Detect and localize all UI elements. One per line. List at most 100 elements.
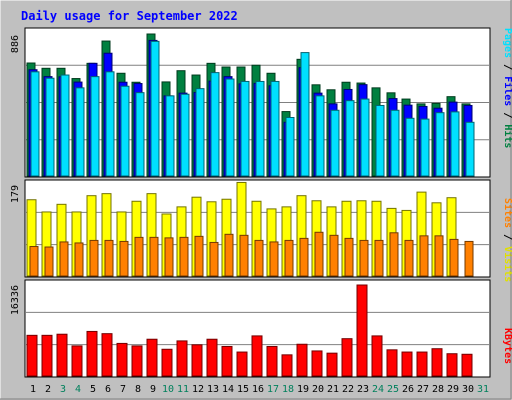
panel-3-legend: KBytes [502, 328, 512, 364]
chart-title: Daily usage for September 2022 [21, 9, 238, 23]
bar-kbytes-day-17 [266, 345, 278, 377]
bar-sites-day-25 [389, 232, 399, 277]
day-label-5: 5 [90, 384, 96, 395]
bar-pages-day-8 [135, 92, 145, 177]
bar-pages-day-22 [345, 100, 355, 177]
day-label-14: 14 [222, 384, 234, 395]
day-label-24: 24 [372, 384, 384, 395]
bar-sites-day-19 [299, 237, 309, 277]
bar-kbytes-day-22 [341, 338, 353, 377]
bar-sites-day-14 [224, 233, 234, 277]
bar-kbytes-day-27 [416, 351, 428, 377]
bar-sites-day-17 [269, 241, 279, 277]
day-label-23: 23 [357, 384, 369, 395]
bar-sites-day-28 [434, 235, 444, 277]
day-label-15: 15 [237, 384, 249, 395]
bar-sites-day-16 [254, 239, 264, 277]
day-label-3: 3 [60, 384, 66, 395]
bar-kbytes-day-7 [116, 342, 128, 377]
legend-sites: Sites [502, 198, 512, 228]
panel-1-ymax-label: 886 [10, 35, 21, 53]
bar-sites-day-20 [314, 231, 324, 277]
bar-sites-day-11 [179, 236, 189, 277]
bar-sites-day-8 [134, 236, 144, 277]
bar-pages-day-25 [390, 109, 400, 177]
panel-2-ymax-label: 179 [10, 185, 21, 203]
bar-pages-day-13 [210, 72, 220, 177]
bar-pages-day-1 [30, 71, 40, 177]
day-label-8: 8 [135, 384, 141, 395]
bar-kbytes-day-28 [431, 348, 443, 377]
bar-sites-day-18 [284, 239, 294, 277]
day-label-18: 18 [282, 384, 294, 395]
bar-sites-day-2 [44, 246, 54, 277]
day-label-16: 16 [252, 384, 264, 395]
bar-pages-day-19 [300, 52, 310, 177]
day-label-12: 12 [192, 384, 204, 395]
bar-kbytes-day-2 [41, 334, 53, 377]
day-label-31: 31 [477, 384, 489, 395]
bar-sites-day-23 [359, 239, 369, 277]
bar-kbytes-day-24 [371, 335, 383, 377]
day-label-6: 6 [105, 384, 111, 395]
panel-2-bars [26, 181, 474, 277]
day-label-20: 20 [312, 384, 324, 395]
day-label-28: 28 [432, 384, 444, 395]
bar-sites-day-27 [419, 235, 429, 277]
bar-kbytes-day-23 [356, 284, 368, 377]
panel-1-legend: Pages / Files / Hits [502, 28, 512, 148]
bar-pages-day-24 [375, 104, 385, 177]
bar-sites-day-10 [164, 237, 174, 277]
day-label-26: 26 [402, 384, 414, 395]
bar-pages-day-3 [60, 74, 70, 177]
bar-pages-day-23 [360, 98, 370, 177]
bar-sites-day-24 [374, 239, 384, 277]
bar-kbytes-day-19 [296, 343, 308, 377]
legend-separator-3: / [502, 234, 512, 246]
panel-1-bars [26, 33, 475, 177]
bar-sites-day-15 [239, 234, 249, 277]
legend-pages: Pages [502, 28, 512, 58]
bar-kbytes-day-6 [101, 333, 113, 377]
bar-pages-day-10 [165, 95, 175, 177]
bar-kbytes-day-15 [236, 351, 248, 377]
panel-2-legend: Sites / Visits [502, 198, 512, 282]
bar-pages-day-18 [285, 117, 295, 177]
bar-pages-day-21 [330, 109, 340, 177]
bar-kbytes-day-10 [161, 348, 173, 377]
bar-kbytes-day-30 [461, 353, 473, 377]
bar-sites-day-7 [119, 240, 129, 277]
bar-pages-day-30 [465, 121, 475, 177]
day-label-1: 1 [30, 384, 36, 395]
bar-sites-day-6 [104, 239, 114, 277]
bar-sites-day-13 [209, 241, 219, 277]
bar-kbytes-day-12 [191, 344, 203, 377]
bar-pages-day-11 [180, 93, 190, 177]
panel-3-ymax-label: 16336 [10, 285, 21, 315]
bar-pages-day-20 [315, 95, 325, 177]
bar-kbytes-day-18 [281, 354, 293, 377]
bar-kbytes-day-25 [386, 349, 398, 377]
legend-separator-1: / [502, 64, 512, 76]
bar-sites-day-3 [59, 241, 69, 277]
bar-pages-day-4 [75, 87, 85, 177]
day-label-2: 2 [45, 384, 51, 395]
bar-pages-day-16 [255, 80, 265, 177]
bar-sites-day-22 [344, 237, 354, 277]
bar-sites-day-9 [149, 236, 159, 277]
bar-pages-day-6 [105, 71, 115, 177]
day-label-11: 11 [177, 384, 189, 395]
bar-sites-day-12 [194, 235, 204, 277]
legend-visits: Visits [502, 246, 512, 282]
day-label-10: 10 [162, 384, 174, 395]
bar-pages-day-12 [195, 88, 205, 177]
day-label-13: 13 [207, 384, 219, 395]
bar-kbytes-day-9 [146, 338, 158, 377]
day-label-27: 27 [417, 384, 429, 395]
day-label-7: 7 [120, 384, 126, 395]
bar-sites-day-5 [89, 239, 99, 277]
bar-sites-day-4 [74, 242, 84, 277]
day-label-17: 17 [267, 384, 279, 395]
bar-pages-day-15 [240, 80, 250, 177]
bar-pages-day-29 [450, 111, 460, 177]
